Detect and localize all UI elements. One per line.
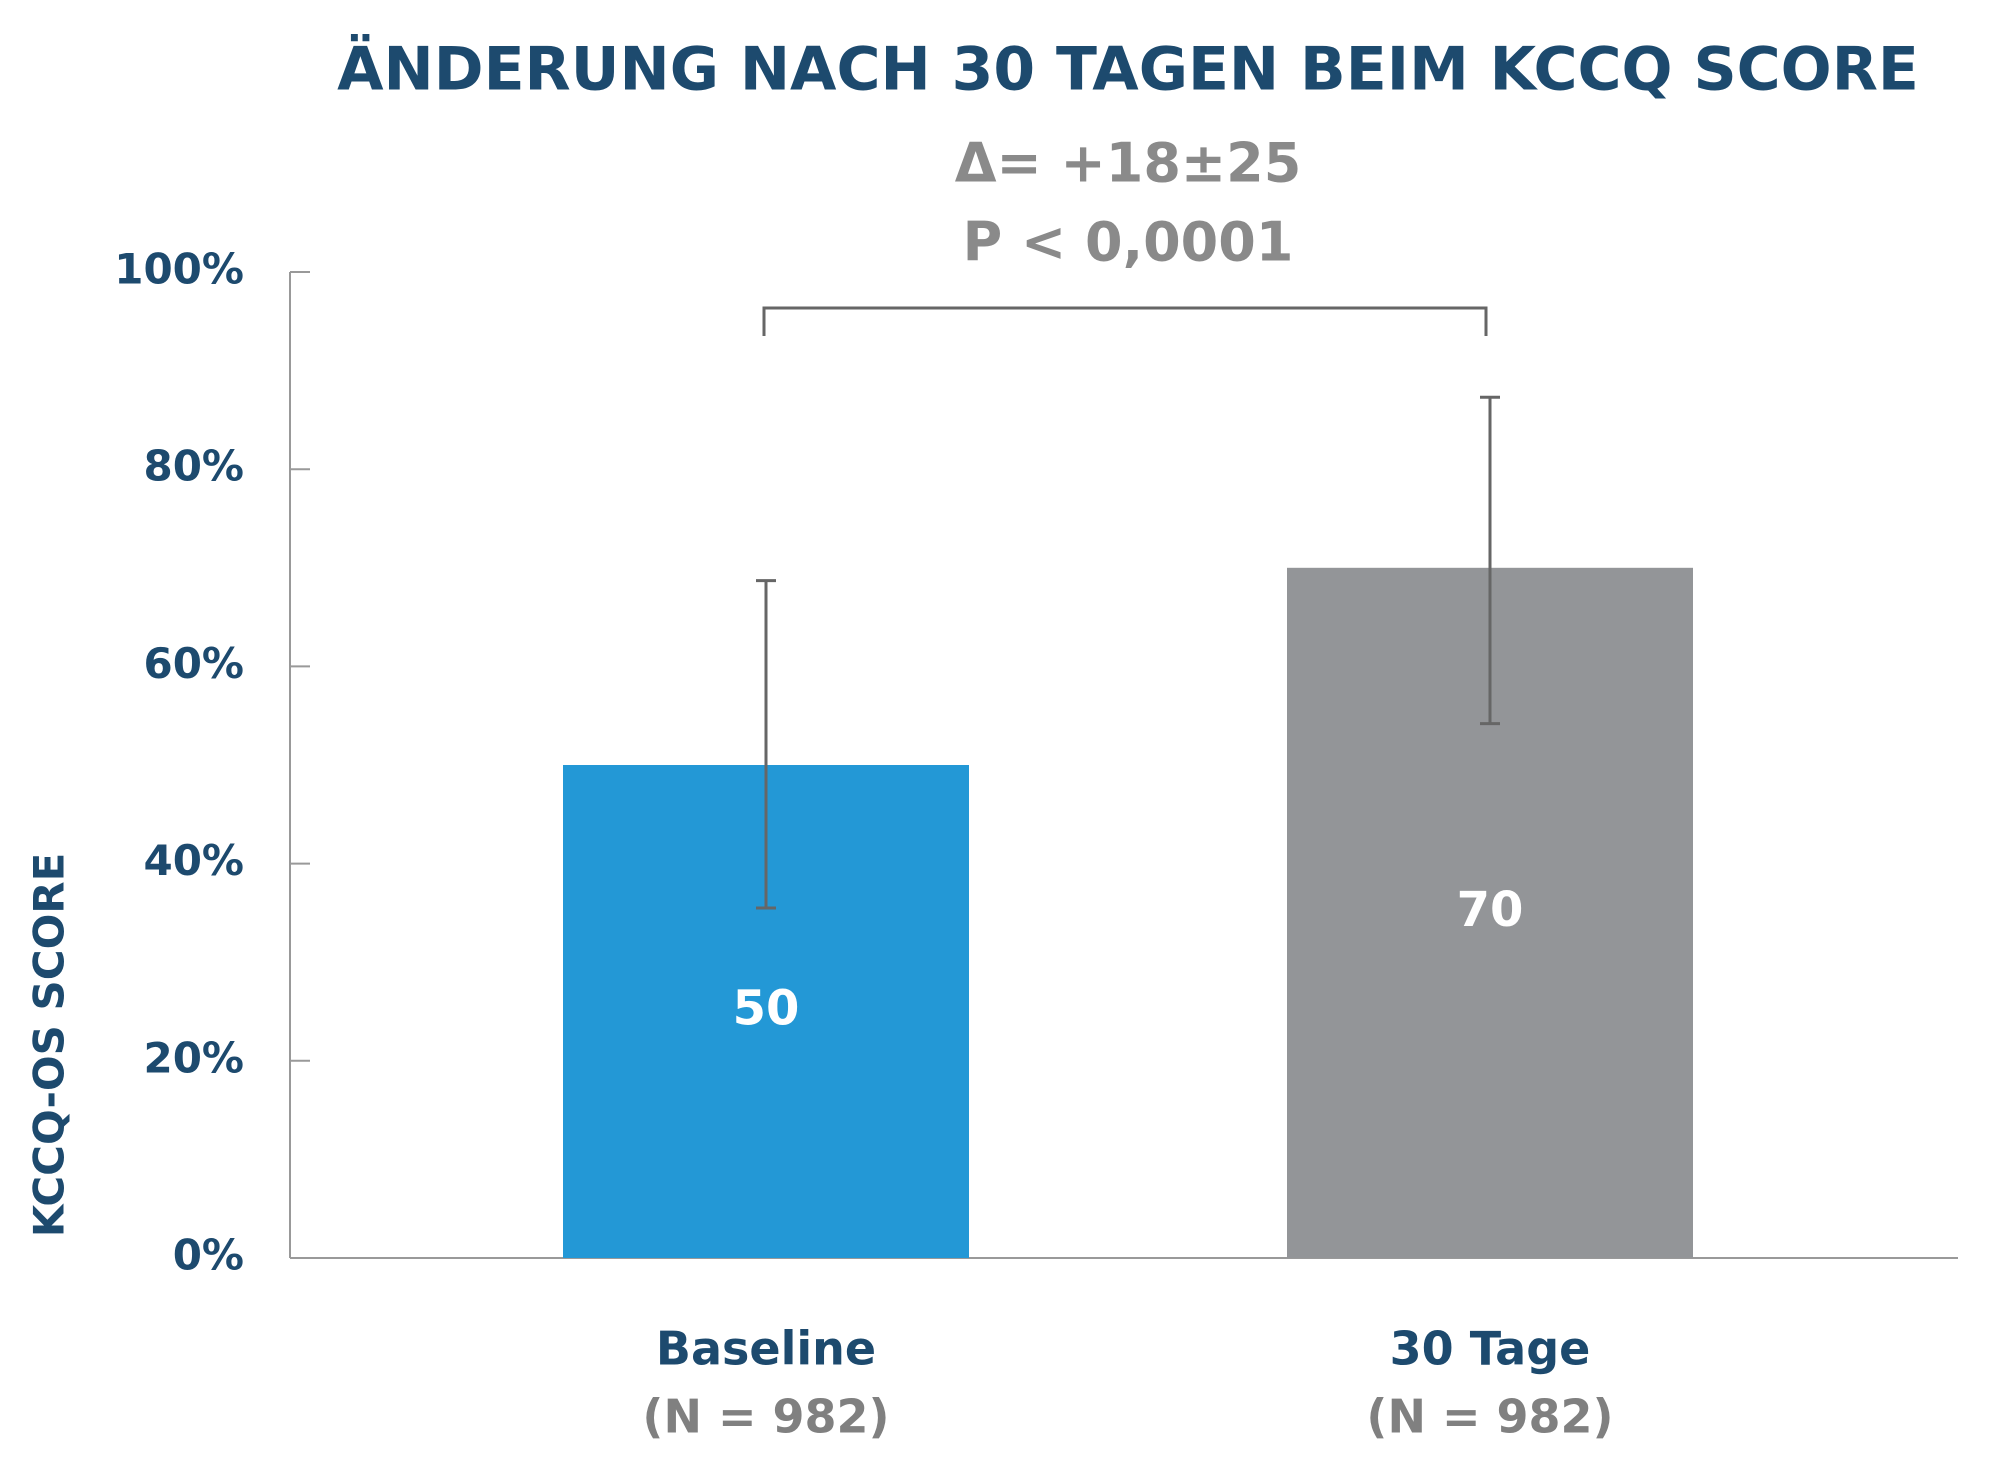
- bracket: [762, 306, 1488, 336]
- y-tick-label: 100%: [114, 245, 244, 294]
- annotation: P < 0,0001: [963, 211, 1294, 274]
- value-label: 70: [1457, 882, 1524, 938]
- y-tick-label: 60%: [143, 639, 244, 688]
- value-label: 50: [733, 981, 800, 1037]
- x-tick-label: 30 Tage: [1390, 1322, 1591, 1376]
- y-tick-label: 20%: [143, 1033, 244, 1082]
- y-tick-label: 40%: [143, 836, 244, 885]
- y-tick-label: 80%: [143, 442, 244, 491]
- y-tick-label: 0%: [173, 1231, 244, 1280]
- annotation: Δ= +18±25: [955, 132, 1302, 195]
- x-tick-label: Baseline: [656, 1322, 876, 1376]
- x-tick-sublabel: (N = 982): [1366, 1390, 1613, 1444]
- y-axis-label: KCCQ-OS SCORE: [25, 853, 74, 1238]
- x-tick-sublabel: (N = 982): [642, 1390, 889, 1444]
- chart-title: ÄNDERUNG NACH 30 TAGEN BEIM KCCQ SCORE: [337, 33, 1919, 105]
